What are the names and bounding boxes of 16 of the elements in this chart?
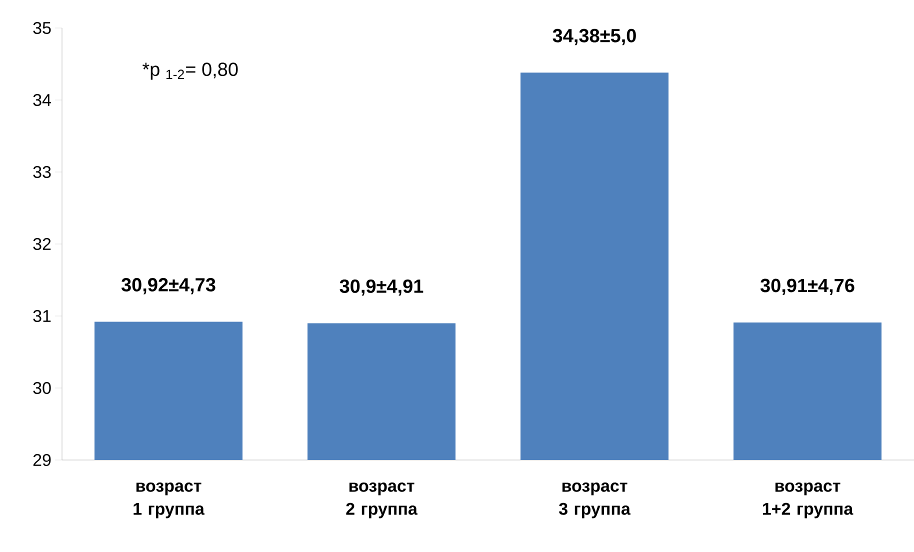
data-label: 30,92±4,73	[121, 278, 216, 294]
y-tick-label: 29	[33, 454, 51, 466]
data-label: 34,38±5,0	[552, 28, 636, 46]
y-tick-label: 30	[33, 382, 51, 394]
y-tick-label: 31	[33, 310, 51, 322]
y-tick-label: 34	[33, 94, 51, 106]
data-label: 30,9±4,91	[340, 279, 424, 296]
data-label: 30,91±4,76	[760, 278, 854, 295]
x-tick-label: возраст 3 группа	[558, 482, 631, 518]
x-tick-label: возраст 1 группа	[134, 482, 205, 518]
y-tick-label: 32	[33, 238, 51, 250]
x-tick-label: возраст 1+2 группа	[762, 482, 854, 518]
annotation: *p $_{1-2}$= 0,80	[142, 62, 238, 80]
y-tick-label: 35	[33, 22, 51, 34]
x-tick-label: возраст 2 группа	[346, 482, 418, 518]
y-tick-label: 33	[33, 166, 51, 178]
